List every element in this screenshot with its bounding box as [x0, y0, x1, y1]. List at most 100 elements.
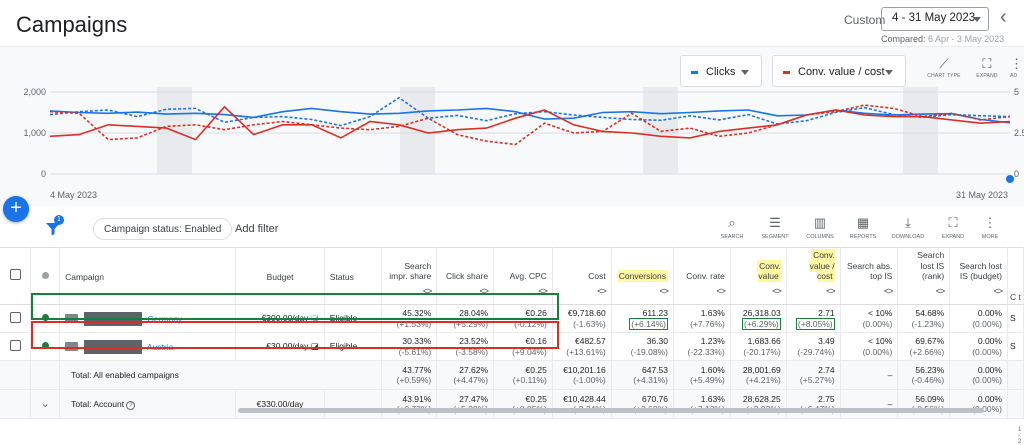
more-button[interactable]: ⋮ MORE — [970, 216, 1010, 241]
col-search-lost-is-rank[interactable]: Search lost IS (rank) <> — [897, 247, 951, 305]
chevron-left-icon[interactable]: ‹ — [1000, 6, 1007, 28]
cost-cell: €482.57 (+13.61%) — [552, 332, 612, 361]
filter-icon[interactable] — [44, 219, 64, 239]
empty-cell — [0, 389, 32, 419]
cell-value: 0.00% — [977, 393, 1002, 404]
col-click-share[interactable]: Click share <> — [436, 247, 495, 305]
download-button[interactable]: ⤓ DOWNLOAD — [888, 216, 928, 241]
col-cost[interactable]: Cost <> — [552, 247, 612, 305]
total-label: Total: Account — [71, 398, 125, 409]
cell-delta: (0.00%) — [972, 375, 1002, 385]
chevron-down-icon — [973, 17, 981, 22]
total-sis: 43.77% (+0.59%) — [381, 360, 438, 390]
col-avg-cpc[interactable]: Avg. CPC <> — [493, 247, 553, 305]
total-enabled-row: Total: All enabled campaigns 43.77% (+0.5… — [0, 360, 1024, 390]
tool-label: REPORTS — [849, 234, 877, 240]
row-checkbox[interactable] — [9, 311, 21, 323]
reports-button[interactable]: ▦ REPORTS — [843, 216, 883, 241]
col-conv-value[interactable]: Conv. value <> — [730, 247, 787, 305]
row-checkbox[interactable] — [9, 339, 21, 351]
cell-value: 28,001.69 — [742, 364, 781, 375]
col-search-lost-is-budget[interactable]: Search lost IS (budget) <> — [949, 247, 1008, 305]
budget-cell[interactable]: €30.00/day ◪ — [235, 332, 325, 361]
cell-value: 54.68% — [915, 308, 945, 318]
cell-delta: (-29.74%) — [797, 346, 835, 357]
expand-icon: ⛶ — [948, 215, 958, 230]
chart-expand-button[interactable]: ⛶ EXPAND — [970, 57, 1004, 80]
header-label: Search lost IS (budget) — [959, 260, 1002, 282]
select-all-checkbox-cell[interactable] — [0, 247, 32, 305]
search-lost-budget-cell: 0.00% (0.00%) — [949, 332, 1008, 361]
chevron-down-icon — [741, 70, 749, 75]
budget-chart-icon[interactable]: ◪ — [310, 313, 319, 324]
cell-value: €9,718.60 — [567, 308, 606, 318]
status-cell: Eligible — [324, 304, 383, 333]
select-all-checkbox[interactable] — [9, 269, 21, 281]
cell-delta: (+9.04%) — [512, 346, 547, 357]
total-budget: €330.00/day — [235, 389, 325, 419]
cell-delta: (-20.17%) — [743, 346, 781, 357]
campaign-name-cell[interactable]: - Germany — [59, 304, 237, 333]
cell-delta: (+6.29%) — [741, 317, 781, 330]
col-budget[interactable]: Budget — [235, 247, 325, 305]
header-label: Status — [329, 271, 354, 282]
chart-adjust-button[interactable]: ⋮ AD — [1010, 57, 1024, 80]
cell-value: 36.30 — [646, 336, 668, 346]
conv-rate-cell: 1.23% (-22.33%) — [673, 332, 731, 361]
expand-table-button[interactable]: ⛶ EXPAND — [933, 215, 973, 241]
table-row[interactable]: - Austria €30.00/day ◪ Eligible 30.33% (-… — [0, 332, 1024, 361]
red-swatch — [783, 70, 790, 74]
campaign-link[interactable]: - Austria — [142, 341, 174, 352]
col-campaign[interactable]: Campaign — [59, 247, 237, 305]
truncated-cell: S — [1007, 304, 1024, 333]
budget-cell[interactable]: €300.00/day ◪ — [235, 304, 325, 333]
table-row[interactable]: - Germany €300.00/day ◪ Eligible 45.32%(… — [0, 304, 1024, 333]
campaign-link[interactable]: - Germany — [142, 313, 183, 324]
col-search-abs-top-is[interactable]: Search abs. top IS <> — [840, 247, 899, 305]
conv-rate-cell: 1.63% (+7.76%) — [673, 304, 731, 333]
tool-label: SEGMENT — [761, 234, 789, 240]
budget-value: €30.00/day — [266, 341, 309, 352]
sort-icon: <> — [422, 285, 433, 296]
adjust-label: AD — [1010, 73, 1018, 79]
add-campaign-button[interactable]: + — [3, 196, 29, 222]
total-abs: – — [840, 360, 899, 390]
horizontal-scrollbar[interactable] — [238, 408, 984, 413]
col-conversions[interactable]: Conversions <> — [611, 247, 674, 305]
status-filter-chip[interactable]: Campaign status: Enabled — [93, 218, 233, 240]
header-label: Conversions — [616, 270, 668, 282]
row-checkbox-cell[interactable] — [0, 304, 32, 333]
col-status[interactable]: Status — [324, 247, 383, 305]
conv-value-cost-cell: 3.49 (-29.74%) — [786, 332, 841, 361]
columns-button[interactable]: ▥ COLUMNS — [800, 216, 840, 241]
help-icon[interactable]: ? — [126, 400, 136, 410]
add-filter-button[interactable]: Add filter — [235, 223, 279, 235]
col-conv-value-cost[interactable]: Conv. value / cost <> — [786, 247, 841, 305]
search-lost-rank-cell: 69.67% (+2.66%) — [897, 332, 951, 361]
search-abs-top-cell: < 10% (0.00%) — [840, 332, 899, 361]
tool-label: COLUMNS — [806, 234, 834, 240]
segment-button[interactable]: ☰ SEGMENT — [755, 216, 795, 241]
chart-type-button[interactable]: ⟋ CHART TYPE — [924, 57, 964, 80]
col-search-impr-share[interactable]: Search impr. share <> — [381, 247, 438, 305]
col-truncated[interactable]: C t — [1007, 247, 1024, 305]
campaign-name-cell[interactable]: - Austria — [59, 332, 237, 361]
search-button[interactable]: ⌕ SEARCH — [712, 215, 752, 241]
metric-selector-clicks[interactable]: Clicks — [680, 55, 762, 87]
metric-selector-conv-value-cost[interactable]: Conv. value / cost — [772, 55, 906, 87]
y-right-tick-label: 5 — [1014, 87, 1019, 97]
search-icon: ⌕ — [728, 215, 736, 230]
search-lost-budget-cell: 0.00% (0.00%) — [949, 304, 1008, 333]
budget-chart-icon[interactable]: ◪ — [310, 341, 319, 352]
click-share-cell: 28.04% (+5.29%) — [436, 304, 495, 333]
cell-delta: (+1.53%) — [396, 318, 432, 329]
cell-delta: (+6.14%) — [629, 317, 668, 330]
header-label: Search lost IS (rank) — [917, 250, 945, 281]
row-checkbox-cell[interactable] — [0, 332, 32, 361]
sort-icon: <> — [538, 285, 548, 296]
expand-chevron-icon[interactable]: ⌄ — [30, 389, 61, 419]
date-range-selector[interactable]: 4 - 31 May 2023 — [881, 7, 989, 31]
sort-icon: <> — [935, 285, 946, 296]
cell-value: 23.52% — [459, 336, 489, 346]
col-conv-rate[interactable]: Conv. rate <> — [673, 247, 731, 305]
